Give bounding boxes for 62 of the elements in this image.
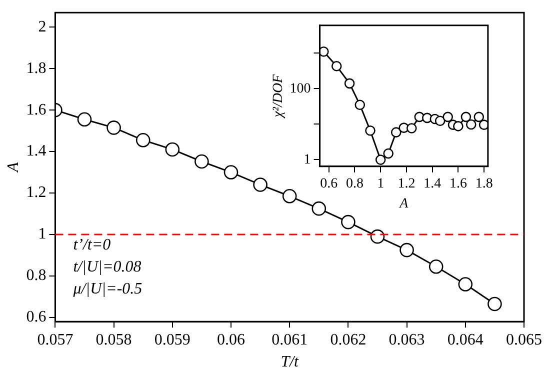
- point: [312, 201, 326, 216]
- y-tick-label: 100: [290, 81, 311, 96]
- x-tick-label: 1.2: [398, 176, 416, 192]
- point: [344, 78, 355, 89]
- y-tick-label: 0.8: [26, 267, 46, 284]
- point: [434, 116, 446, 126]
- point: [224, 165, 238, 180]
- point: [253, 178, 268, 192]
- point: [165, 142, 180, 157]
- point: [365, 125, 376, 136]
- point: [370, 229, 385, 244]
- x-tick-label: 0.063: [388, 331, 425, 348]
- y-tick-label: 0.6: [26, 308, 46, 326]
- point: [390, 127, 402, 138]
- point: [478, 120, 488, 130]
- point: [106, 120, 121, 135]
- x-tick-label: 0.062: [330, 331, 366, 348]
- x-axis-title: A: [398, 196, 409, 212]
- y-axis-title: χ²/DOF: [271, 74, 286, 120]
- point: [488, 296, 502, 312]
- x-tick-label: 0.057: [37, 331, 74, 348]
- x-tick-label: 0.065: [506, 331, 542, 348]
- point: [383, 148, 394, 159]
- point: [406, 123, 417, 134]
- y-tick-label: 1.4: [26, 142, 46, 160]
- point: [194, 154, 209, 169]
- annotation: t/|U|=0.08: [73, 258, 142, 276]
- point: [375, 154, 386, 165]
- y-tick-label: 1.8: [26, 60, 46, 77]
- y-tick-label: 2: [38, 18, 46, 36]
- point: [341, 214, 356, 230]
- x-tick-label: 0.058: [96, 331, 132, 348]
- point: [77, 112, 92, 127]
- point: [331, 60, 342, 72]
- x-tick-label: 0.6: [320, 176, 338, 192]
- x-tick-label: 1: [377, 176, 384, 192]
- x-tick-label: 0.061: [272, 331, 308, 348]
- x-tick-label: 1.8: [475, 176, 493, 192]
- y-tick-label: 1: [38, 226, 46, 243]
- point: [466, 119, 476, 130]
- point: [453, 121, 464, 132]
- point: [282, 188, 297, 204]
- x-tick-label: 1.6: [449, 176, 467, 192]
- point: [442, 112, 453, 122]
- x-tick-label: 1.4: [424, 176, 442, 192]
- x-axis-title: T/t: [280, 354, 300, 371]
- annotation: μ/|U|=-0.5: [72, 280, 142, 298]
- point: [428, 259, 444, 274]
- point: [354, 100, 366, 110]
- point: [400, 242, 414, 258]
- y-tick-label: 1.6: [26, 101, 46, 118]
- annotation: t’/t=0: [73, 236, 111, 254]
- point: [460, 112, 472, 122]
- x-tick-label: 0.06: [217, 331, 245, 348]
- x-tick-label: 0.8: [346, 176, 364, 192]
- point: [136, 132, 150, 148]
- y-axis-title: A: [4, 162, 22, 173]
- point: [458, 277, 473, 292]
- x-tick-label: 0.064: [447, 331, 484, 348]
- x-tick-label: 0.059: [154, 331, 190, 348]
- point: [320, 46, 329, 57]
- point: [474, 112, 484, 122]
